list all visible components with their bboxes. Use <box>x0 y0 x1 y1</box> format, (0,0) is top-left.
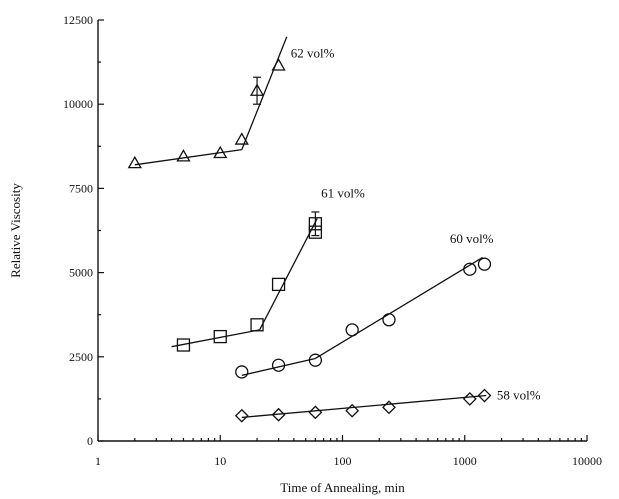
data-point-diamond <box>477 388 492 403</box>
fit-line <box>241 357 316 376</box>
y-axis-label: Relative Viscosity <box>8 183 23 278</box>
data-markers <box>127 58 492 423</box>
data-point-triangle <box>127 155 142 169</box>
series-label: 58 vol% <box>497 388 541 403</box>
data-point-circle <box>463 262 477 276</box>
y-tick-label: 5000 <box>69 266 93 280</box>
data-point-triangle <box>176 149 191 162</box>
data-point-circle <box>271 358 286 372</box>
data-point-triangle <box>249 83 265 96</box>
data-point-diamond <box>271 407 286 422</box>
data-point-square <box>308 217 323 231</box>
axes: 0 2500 5000 7500 10000 12500 1 10 100 1000 10000 <box>63 13 602 468</box>
data-point-square <box>250 318 264 332</box>
series-label: 61 vol% <box>321 185 365 200</box>
data-point-diamond <box>234 408 249 423</box>
y-tick-label: 2500 <box>69 350 93 364</box>
x-tick-label: 10000 <box>572 454 602 468</box>
data-point-circle <box>382 313 396 327</box>
data-point-diamond <box>382 400 396 415</box>
fit-line <box>134 149 242 166</box>
fit-line <box>171 329 260 348</box>
data-point-circle <box>477 257 492 271</box>
fit-line <box>241 36 288 150</box>
data-point-triangle <box>213 145 228 159</box>
data-point-circle <box>345 323 359 337</box>
series-labels: 62 vol% 61 vol% 60 vol% 58 vol% <box>291 46 541 403</box>
series-label: 60 vol% <box>450 231 494 246</box>
y-tick-label: 0 <box>87 434 93 448</box>
x-tick-label: 100 <box>334 454 352 468</box>
fit-line <box>259 218 318 331</box>
fit-line <box>315 256 483 360</box>
series-label: 62 vol% <box>291 46 335 61</box>
data-point-diamond <box>308 405 323 420</box>
data-point-diamond <box>345 403 360 418</box>
data-point-triangle <box>271 58 286 71</box>
data-point-triangle <box>234 132 249 145</box>
data-point-square <box>176 338 191 352</box>
y-tick-label: 10000 <box>63 97 93 111</box>
x-tick-label: 10 <box>214 454 226 468</box>
data-point-square <box>213 329 227 344</box>
data-point-square <box>271 277 286 292</box>
x-tick-label: 1000 <box>453 454 477 468</box>
data-point-circle <box>308 353 323 367</box>
fit-lines <box>134 36 487 419</box>
fit-line <box>241 394 487 419</box>
data-point-circle <box>235 365 249 379</box>
data-point-diamond <box>462 391 477 406</box>
y-tick-label: 12500 <box>63 13 93 27</box>
y-tick-label: 7500 <box>69 181 93 195</box>
x-axis-label: Time of Annealing, min <box>280 480 405 495</box>
x-tick-label: 1 <box>95 454 101 468</box>
